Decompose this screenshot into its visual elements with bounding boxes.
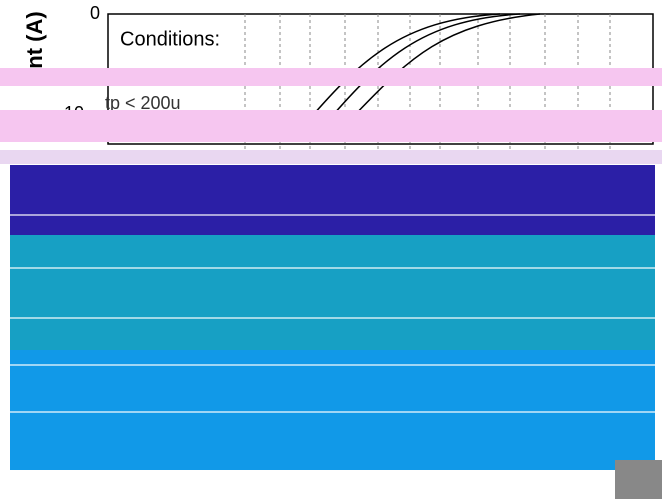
glitch-bands bbox=[0, 68, 662, 499]
y-axis-label: nt (A) bbox=[22, 11, 47, 68]
annotation-line: tp < 200u bbox=[105, 93, 181, 113]
y-tick-label: 0 bbox=[90, 3, 100, 23]
screenshot: Conditions: tp < 200u 0 10 nt (A) bbox=[0, 0, 662, 499]
annotation-title: Conditions: bbox=[120, 28, 220, 50]
